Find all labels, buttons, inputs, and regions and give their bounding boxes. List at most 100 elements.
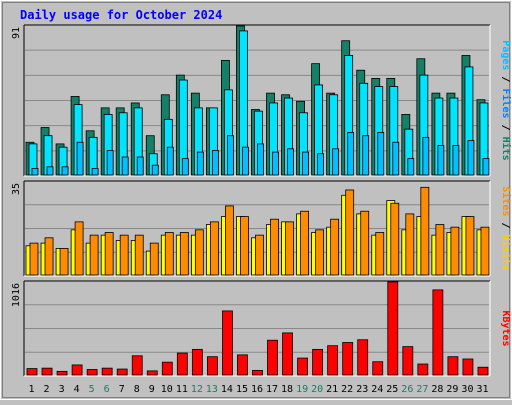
sites-bar [149, 242, 159, 276]
hits_files_pages-side-label: Pages / Files / Hits [500, 40, 512, 160]
kbytes-bar [86, 369, 98, 376]
pages-bar [227, 135, 234, 176]
kbytes-bar [447, 356, 459, 376]
kbytes-ymax-label: 1016 [11, 283, 22, 307]
pages-bar [437, 145, 445, 176]
sites-bar [59, 248, 69, 276]
kbytes-bar [56, 370, 68, 376]
day-label: 19 [296, 384, 308, 395]
pages-bar [362, 135, 370, 176]
day-label: 24 [371, 384, 383, 395]
x-axis-day-labels: 1 2 3 4 5 6 7 8 9 10 11 12 13 14 15 16 17 18 19 20 21 22 23 24 2… [29, 384, 489, 395]
kbytes-side-label-part: KBytes [500, 310, 511, 346]
kbytes-bar [387, 281, 399, 376]
visits_sites-side-label-part: Visits [500, 235, 512, 271]
pages-bar [302, 151, 309, 176]
kbytes-bar [462, 358, 474, 376]
day-label: 3 [59, 384, 65, 395]
visits_sites-side-label-part: Sites [500, 186, 512, 216]
chart-title: Daily usage for October 2024 [20, 8, 222, 22]
sites-bar [360, 210, 370, 276]
pages-bar [422, 136, 430, 176]
sites-bar [194, 229, 204, 276]
hits_files_pages-side-label-part: Files [500, 88, 512, 118]
day-label: 16 [251, 384, 263, 395]
kbytes-bar [71, 364, 83, 376]
pages-bar [242, 146, 249, 176]
sites-bar [270, 218, 279, 276]
sites-bar [74, 221, 84, 276]
sites-bar [345, 189, 355, 276]
kbytes-bar [282, 332, 293, 376]
sites-bar [119, 234, 129, 276]
kbytes-bar [267, 339, 278, 376]
kbytes-bar [402, 346, 414, 376]
pages-bar [46, 166, 54, 176]
day-label: 31 [476, 384, 488, 395]
day-label: 26 [401, 384, 413, 395]
hits_files_pages-side-label-part: Hits [500, 137, 512, 161]
day-label: 21 [326, 384, 338, 395]
pages-bar [151, 164, 159, 176]
day-label: 6 [104, 384, 110, 395]
pages-bar [407, 158, 415, 176]
hits_files_pages-side-label-part: Pages [500, 40, 511, 70]
day-label: 28 [431, 384, 443, 395]
kbytes-bar [372, 361, 384, 376]
pages-bar [467, 140, 475, 176]
pages-bar [196, 151, 204, 176]
pages-bar [136, 156, 144, 176]
sites-bar [179, 232, 189, 276]
day-label: 11 [176, 384, 188, 395]
kbytes-bar [161, 361, 173, 376]
sites-bar [315, 229, 325, 276]
sites-bar [209, 221, 219, 276]
sites-bar [240, 216, 249, 276]
kbytes-bar [477, 366, 489, 376]
day-label: 20 [311, 384, 323, 395]
pages-bar [61, 166, 69, 176]
pages-bar [211, 150, 219, 176]
day-label: 5 [89, 384, 95, 395]
sites-bar [104, 232, 114, 276]
pages-bar [106, 150, 114, 176]
day-label: 29 [446, 384, 458, 395]
pages-bar [181, 158, 189, 176]
pages-bar [392, 141, 400, 176]
pages-bar [452, 145, 460, 176]
sites-bar [225, 205, 234, 276]
hits_files_pages-side-label-part: / [500, 70, 511, 88]
kbytes-bar [417, 363, 429, 376]
pages-bar [482, 158, 490, 176]
day-label: 22 [341, 384, 353, 395]
day-label: 17 [266, 384, 278, 395]
visits_sites-ymax-label: 35 [11, 183, 22, 195]
day-label: 25 [386, 384, 398, 395]
outer-border-dark [2, 2, 510, 398]
sites-bar [255, 234, 264, 276]
kbytes-bar [26, 368, 38, 376]
sites-bar [405, 213, 415, 276]
sites-bar [390, 202, 400, 276]
kbytes-bar [116, 368, 128, 376]
sites-bar [420, 186, 430, 276]
kbytes-bar [432, 289, 444, 376]
pages-bar [317, 153, 325, 176]
day-label: 2 [44, 384, 50, 395]
pages-bar [166, 146, 174, 176]
sites-bar [89, 234, 99, 276]
sites-bar [435, 224, 445, 276]
day-label: 30 [461, 384, 473, 395]
day-label: 13 [206, 384, 218, 395]
kbytes-panel: 1016 KBytes [11, 280, 511, 377]
day-label: 23 [356, 384, 368, 395]
sites-bar [330, 218, 340, 276]
pages-bar [91, 168, 99, 176]
day-label: 14 [221, 384, 233, 395]
pages-bar [287, 148, 294, 176]
chart-panels: 91 Pages / Files / Hits 35 Sites / Visits 10… [11, 24, 512, 377]
kbytes-bar [327, 345, 339, 376]
kbytes-bar [176, 352, 188, 376]
day-label: 27 [416, 384, 428, 395]
